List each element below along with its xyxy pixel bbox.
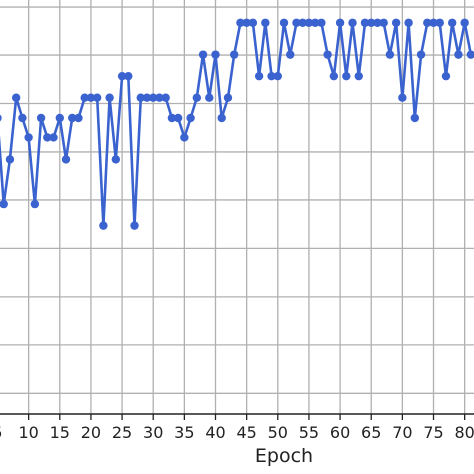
data-point: [267, 71, 276, 81]
data-point: [229, 50, 239, 59]
data-point: [391, 18, 401, 27]
data-point: [142, 93, 152, 102]
data-point: [155, 93, 164, 102]
x-tick-label: 75: [423, 423, 443, 442]
data-point: [74, 113, 83, 123]
data-point: [0, 114, 2, 122]
data-point: [398, 93, 407, 102]
data-point: [61, 155, 71, 164]
data-point: [161, 93, 170, 102]
data-point: [416, 50, 426, 59]
data-point: [180, 133, 189, 142]
x-tick-label: 10: [18, 423, 38, 442]
data-point: [367, 18, 376, 27]
x-tick-labels: 5 10 15 20 25 30 35 40 45 50 55 60 65 70 75 80: [0, 423, 474, 442]
x-tick-label: 55: [299, 423, 319, 442]
data-point: [385, 50, 395, 59]
data-point: [5, 155, 15, 164]
data-point: [236, 18, 245, 27]
data-point: [55, 113, 64, 123]
data-point: [217, 113, 226, 123]
data-point: [43, 133, 52, 142]
data-point: [354, 71, 363, 81]
data-point: [223, 93, 233, 102]
data-point: [460, 18, 469, 27]
data-point: [92, 93, 102, 102]
x-tick-label: 5: [0, 423, 3, 442]
data-point: [124, 71, 133, 81]
data-point: [342, 71, 351, 81]
data-point: [18, 113, 27, 123]
grid: [0, 0, 474, 414]
data-point: [167, 113, 177, 123]
data-point: [335, 18, 345, 27]
data-point: [329, 71, 339, 81]
data-points: [0, 18, 474, 230]
x-tick-label: 50: [268, 423, 288, 442]
data-point: [173, 113, 183, 123]
data-point: [317, 18, 326, 27]
data-point: [36, 113, 46, 123]
data-point: [254, 71, 264, 81]
data-point: [68, 113, 77, 123]
x-axis-label: Epoch: [255, 445, 313, 467]
data-point: [466, 50, 474, 59]
x-tick-label: 80: [454, 423, 474, 442]
data-point: [429, 18, 438, 27]
x-tick-label: 40: [205, 423, 225, 442]
data-point: [11, 93, 21, 102]
data-point: [348, 18, 357, 27]
data-point: [242, 18, 251, 27]
x-tick-label: 20: [81, 423, 101, 442]
data-point: [379, 18, 388, 27]
x-tick-label: 30: [143, 423, 163, 442]
data-point: [186, 113, 195, 123]
data-point: [273, 71, 282, 81]
data-point: [310, 18, 320, 27]
x-tick-label: 60: [330, 423, 350, 442]
data-point: [373, 18, 382, 27]
data-point: [136, 93, 145, 102]
data-point: [111, 155, 121, 164]
data-point: [0, 199, 8, 209]
axes: [0, 413, 474, 420]
data-point: [248, 18, 258, 27]
data-point: [192, 93, 202, 102]
data-point: [404, 18, 413, 27]
data-point: [360, 18, 370, 27]
data-point: [423, 18, 432, 27]
data-point: [24, 133, 33, 142]
data-point: [205, 93, 214, 102]
x-tick-label: 70: [392, 423, 412, 442]
data-point: [149, 93, 158, 102]
x-tick-label: 45: [236, 423, 256, 442]
data-point: [304, 18, 314, 27]
data-point: [117, 71, 127, 81]
data-point: [410, 113, 420, 123]
x-tick-label: 15: [50, 423, 70, 442]
data-point: [86, 93, 96, 102]
data-point: [49, 133, 58, 142]
data-point: [30, 199, 40, 209]
data-point: [454, 50, 463, 59]
data-point: [298, 18, 307, 27]
data-point: [279, 18, 289, 27]
data-point: [323, 50, 332, 59]
data-point: [292, 18, 301, 27]
data-point: [261, 18, 270, 27]
data-point: [286, 50, 295, 59]
data-point: [198, 50, 208, 59]
data-point: [441, 71, 451, 81]
x-tick-label: 65: [361, 423, 381, 442]
data-point: [211, 50, 220, 59]
data-point: [130, 221, 139, 230]
data-point: [99, 221, 108, 230]
data-point: [447, 18, 457, 27]
x-tick-label: 35: [174, 423, 194, 442]
data-point: [435, 18, 444, 27]
data-point: [80, 93, 89, 102]
x-tick-label: 25: [112, 423, 132, 442]
data-point: [105, 93, 114, 102]
